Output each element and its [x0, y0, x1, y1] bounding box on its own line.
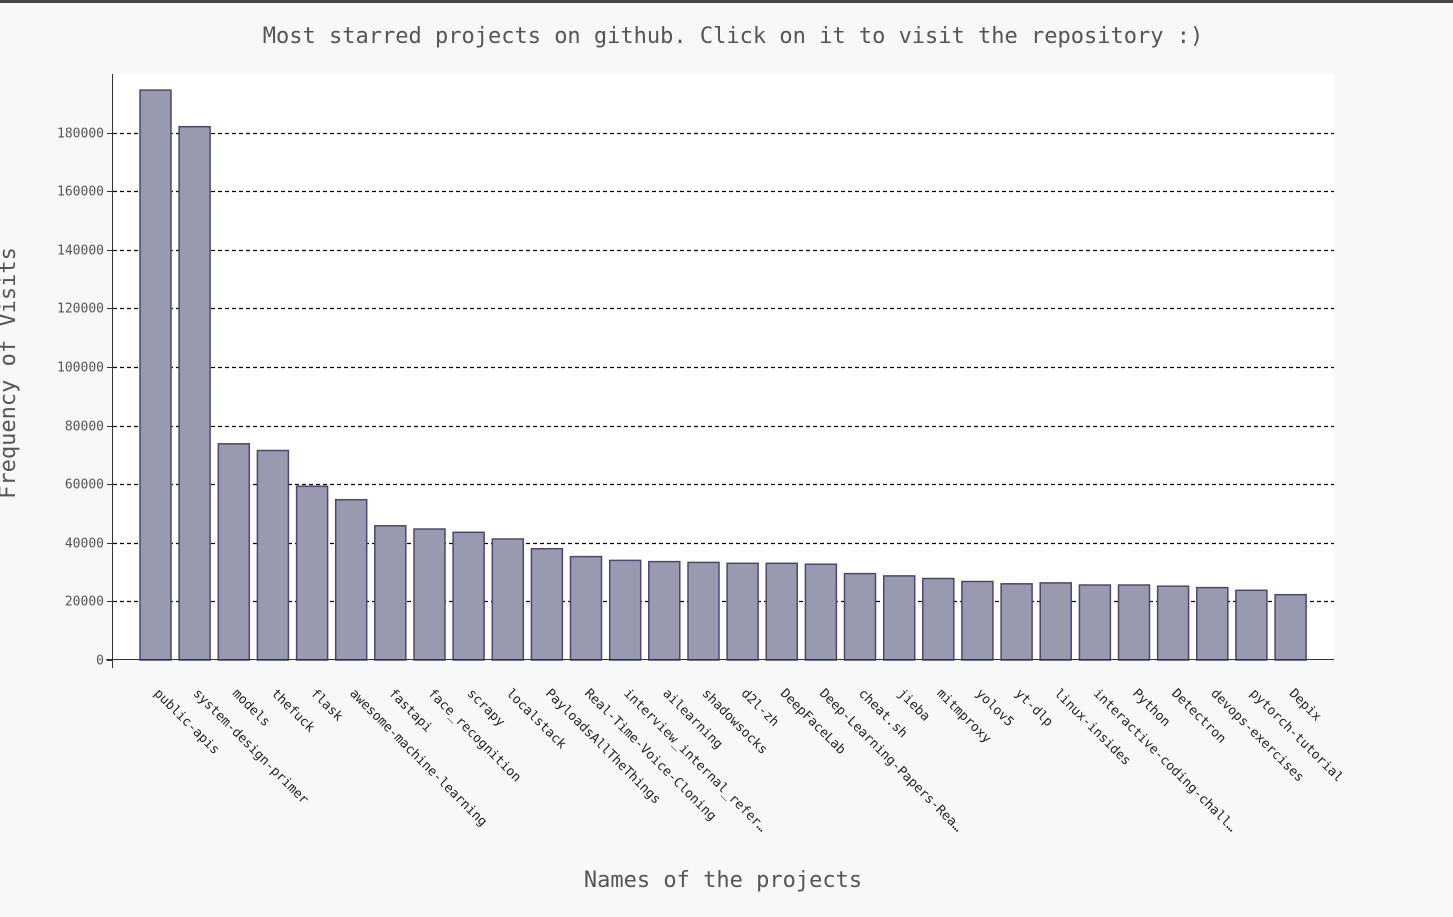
bar — [295, 485, 329, 661]
bar — [1156, 585, 1190, 661]
y-tick-label: 160000 — [57, 185, 104, 200]
chart-title: Most starred projects on github. Click o… — [263, 24, 1203, 49]
x-tick-label: Deep-Learning-Papers-Rea… — [816, 686, 965, 835]
x-tick-label: jieba — [894, 686, 932, 724]
y-tick-label: 20000 — [65, 595, 104, 610]
bar — [608, 559, 642, 661]
y-tick-label: 0 — [96, 654, 104, 669]
bar — [687, 561, 720, 661]
y-ticks: 0 20000 40000 60000 80000 100000 120000 140000 1… — [57, 127, 113, 669]
x-tick-label: interactive-coding-chall… — [1090, 686, 1239, 835]
y-tick-label: 40000 — [65, 537, 104, 552]
y-tick-label: 140000 — [57, 244, 104, 259]
bar — [648, 560, 681, 661]
bar — [1117, 584, 1151, 661]
y-tick-label: 120000 — [57, 302, 104, 317]
bar — [217, 443, 251, 661]
axes — [106, 74, 1334, 668]
bar — [1039, 582, 1072, 661]
bar — [726, 562, 759, 661]
bar — [1235, 589, 1268, 661]
x-tick-label: Depix — [1286, 686, 1324, 724]
bar — [843, 572, 877, 661]
y-tick-label: 180000 — [57, 127, 104, 142]
bar — [178, 125, 211, 661]
bar — [139, 89, 172, 661]
bar — [491, 538, 525, 661]
bar — [804, 563, 838, 661]
bar — [413, 528, 446, 661]
bar — [882, 575, 916, 661]
x-axis-label: Names of the projects — [584, 868, 862, 893]
bar — [569, 555, 603, 661]
bar — [334, 498, 368, 661]
window-top-border — [0, 0, 1453, 3]
bar — [765, 562, 798, 661]
bar — [1196, 586, 1229, 661]
bar — [1000, 583, 1033, 661]
x-ticks: public-apissystem-design-primermodelsthe… — [151, 686, 1346, 835]
y-tick-label: 100000 — [57, 361, 104, 376]
y-tick-label: 80000 — [65, 420, 104, 435]
bar — [1274, 593, 1307, 661]
x-tick-label: yt-dlp — [1012, 686, 1056, 730]
bar — [374, 525, 407, 661]
bar — [530, 547, 564, 661]
y-axis-label: Frequency of Visits — [0, 247, 21, 499]
y-tick-label: 60000 — [65, 478, 104, 493]
bar — [1078, 584, 1112, 661]
bar — [452, 531, 485, 661]
bar — [922, 577, 955, 661]
bar — [256, 449, 290, 661]
x-tick-label: interview_internal_refer… — [620, 686, 769, 835]
x-tick-label: flask — [307, 686, 345, 724]
bar — [961, 580, 994, 661]
